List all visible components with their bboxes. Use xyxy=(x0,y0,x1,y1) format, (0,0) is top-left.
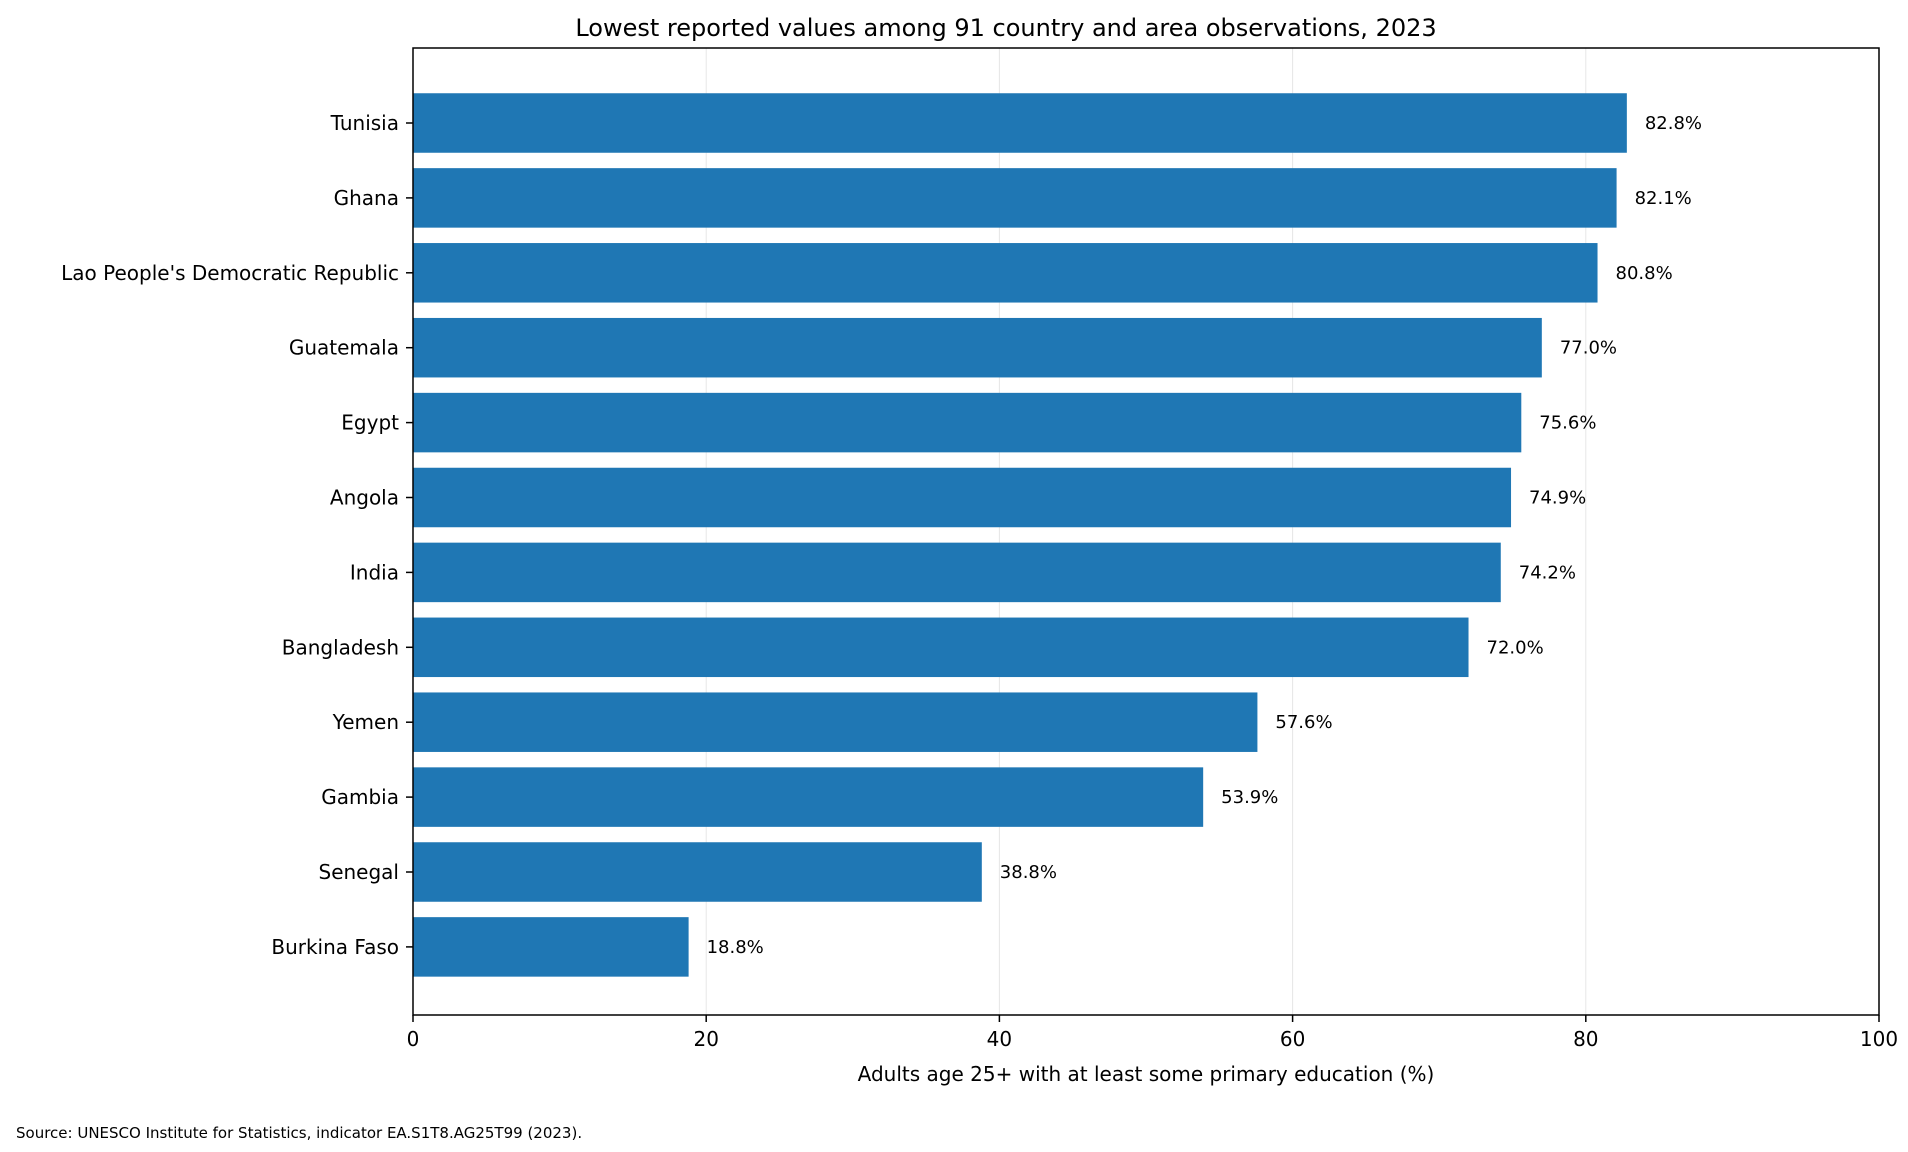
bar-7 xyxy=(413,617,1469,678)
category-label: Egypt xyxy=(341,411,399,435)
value-label: 82.8% xyxy=(1645,113,1702,134)
bar-11 xyxy=(413,917,689,977)
x-tick-label: 0 xyxy=(407,1027,420,1051)
value-label: 82.1% xyxy=(1635,188,1692,209)
category-label: Tunisia xyxy=(330,111,399,135)
x-axis-label: Adults age 25+ with at least some primar… xyxy=(858,1062,1435,1086)
x-tick-label: 100 xyxy=(1860,1027,1898,1051)
value-label: 57.6% xyxy=(1275,712,1332,733)
category-label: Burkina Faso xyxy=(271,935,399,959)
bars xyxy=(413,93,1627,977)
x-tick-label: 20 xyxy=(693,1027,718,1051)
value-label: 53.9% xyxy=(1221,787,1278,808)
value-label: 74.9% xyxy=(1529,488,1586,509)
bar-5 xyxy=(413,467,1512,528)
x-axis-ticks: 0 20 40 60 80 100 xyxy=(407,1015,1898,1051)
category-label: India xyxy=(350,560,399,584)
x-tick-label: 60 xyxy=(1280,1027,1305,1051)
category-label: Ghana xyxy=(334,186,399,210)
x-tick-label: 40 xyxy=(987,1027,1012,1051)
value-label: 80.8% xyxy=(1616,263,1673,284)
category-label: Bangladesh xyxy=(282,635,399,659)
category-label: Lao People's Democratic Republic xyxy=(61,261,399,285)
plot-frame xyxy=(412,47,1880,1016)
bar-4 xyxy=(413,392,1522,453)
bar-9 xyxy=(413,767,1204,827)
bar-0 xyxy=(413,93,1627,153)
category-label: Senegal xyxy=(319,860,400,884)
category-label: Yemen xyxy=(332,710,399,734)
value-label: 72.0% xyxy=(1487,637,1544,658)
value-label: 77.0% xyxy=(1560,338,1617,359)
x-tick-label: 80 xyxy=(1573,1027,1598,1051)
value-label: 38.8% xyxy=(1000,862,1057,883)
value-label: 74.2% xyxy=(1519,562,1576,583)
value-labels: 82.8% 82.1% 80.8% 77.0% 75.6% 74.9% 74.2% 72.0%… xyxy=(707,113,1702,958)
bar-3 xyxy=(413,317,1542,378)
category-label: Gambia xyxy=(321,785,399,809)
bar-2 xyxy=(413,243,1598,303)
value-label: 75.6% xyxy=(1539,413,1596,434)
category-labels: Tunisia Ghana Lao People's Democratic Repu… xyxy=(61,111,413,959)
bar-6 xyxy=(413,542,1501,603)
chart-title: Lowest reported values among 91 country … xyxy=(575,14,1436,42)
category-label: Guatemala xyxy=(289,336,399,360)
bar-8 xyxy=(413,692,1258,752)
source-note: Source: UNESCO Institute for Statistics,… xyxy=(16,1124,582,1142)
bar-1 xyxy=(413,168,1617,228)
category-label: Angola xyxy=(330,486,399,510)
value-label: 18.8% xyxy=(707,937,764,958)
bar-10 xyxy=(413,842,982,902)
